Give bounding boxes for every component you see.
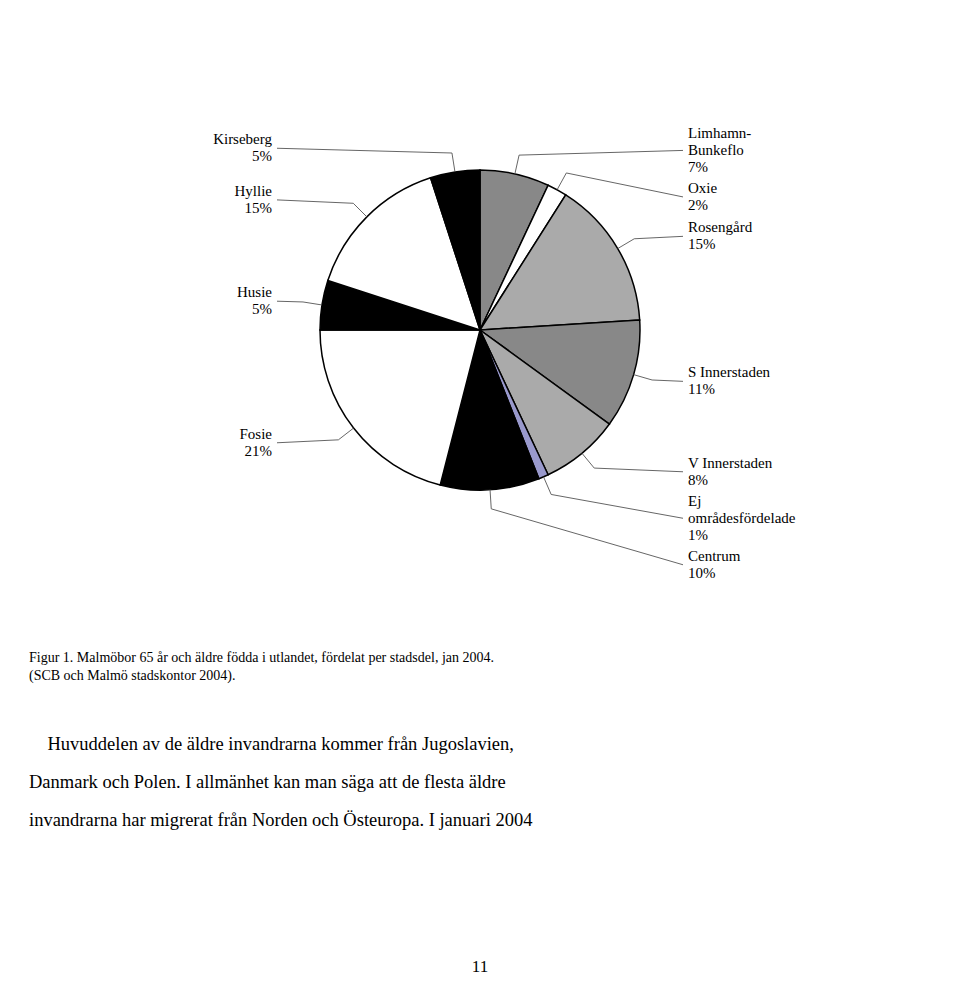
value-label: 5% [252,148,272,164]
leader-line [277,148,455,172]
slice-label: Fosie [239,426,272,442]
body-text: Huvuddelen av de äldre invandrarna komme… [29,734,514,754]
value-label: 5% [252,301,272,317]
slice-label: Oxie [688,180,718,196]
leader-line [582,453,683,471]
leader-line [544,477,683,518]
value-label: 10% [688,565,716,581]
slice-label: Centrum [688,548,741,564]
slice [431,170,480,330]
value-label: 1% [688,527,708,543]
value-label: 15% [245,200,273,216]
value-label: 21% [245,443,273,459]
slice-label: Hyllie [235,183,273,199]
value-label: 8% [688,472,708,488]
pie-chart: Limhamn-Bunkeflo7%Oxie2%Rosengård15%S In… [213,125,796,581]
slice-label: Husie [237,284,272,300]
value-label: 15% [688,236,716,252]
slice [320,330,480,485]
leader-lines [277,148,683,565]
slice-label: S Innerstaden [688,364,771,380]
caption: Figur 1. Malmöbor 65 år och äldre födda … [29,650,494,684]
leader-line [277,301,322,305]
body-text: invandrarna har migrerat från Norden och… [29,810,532,830]
value-label: 7% [688,159,708,175]
page: Limhamn-Bunkeflo7%Oxie2%Rosengård15%S In… [0,0,960,999]
body-text: Danmark och Polen. I allmänhet kan man s… [29,772,506,792]
leader-line [490,490,683,565]
page-number: 11 [472,957,488,976]
leader-line [277,200,367,217]
leader-line [634,375,683,382]
slice-label: V Innerstaden [688,455,773,471]
slice-label: Ejområdesfördelade [688,493,796,526]
leader-line [277,428,354,443]
slices [320,170,640,490]
background [0,0,960,999]
leader-line [557,173,683,197]
slice-labels: Limhamn-Bunkeflo7%Oxie2%Rosengård15%S In… [213,125,796,581]
slice-label: Limhamn-Bunkeflo [688,125,751,158]
value-label: 2% [688,197,708,213]
slice-label: Rosengård [688,219,753,235]
value-label: 11% [688,381,715,397]
leader-line [515,150,683,173]
slice [480,195,640,330]
slice-label: Kirseberg [213,131,272,147]
leader-line [618,236,683,248]
